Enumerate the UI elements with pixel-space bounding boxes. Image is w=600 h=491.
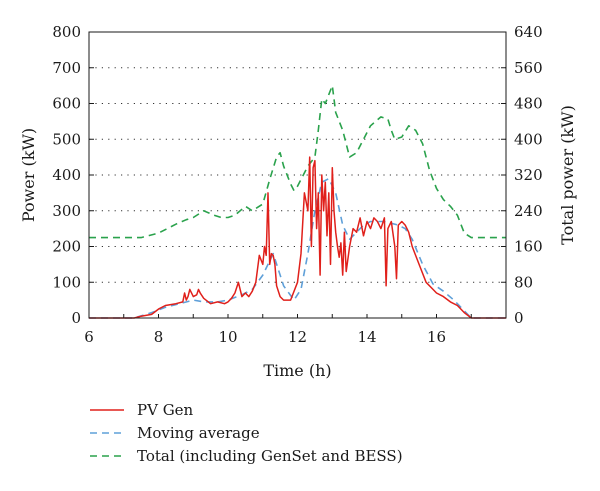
x-tick-label-2: 10 [218, 328, 237, 346]
y-tick-label-3: 300 [52, 202, 81, 220]
legend-label-0: PV Gen [137, 401, 194, 419]
legend-label-2: Total (including GenSet and BESS) [137, 447, 403, 465]
y2-tick-label-6: 480 [514, 95, 543, 113]
y-tick-label-5: 500 [52, 130, 81, 148]
x-tick-label-0: 6 [84, 328, 94, 346]
y-tick-label-4: 400 [52, 166, 81, 184]
y2-tick-label-3: 240 [514, 202, 543, 220]
y2-tick-label-8: 640 [514, 23, 543, 41]
series-line-2 [89, 84, 506, 239]
legend-label-1: Moving average [137, 424, 260, 442]
y2-tick-label-1: 80 [514, 273, 533, 291]
x-axis: 6 8 10 12 14 16 [84, 314, 507, 346]
y-tick-label-7: 700 [52, 59, 81, 77]
x-tick-label-1: 8 [154, 328, 164, 346]
y-tick-label-6: 600 [52, 95, 81, 113]
legend: PV Gen Moving average Total (including Gen… [90, 401, 403, 465]
x-axis-label: Time (h) [263, 361, 331, 380]
y-tick-label-8: 800 [52, 23, 81, 41]
x-tick-label-3: 12 [288, 328, 307, 346]
horizontal-gridlines [89, 67, 506, 283]
x-tick-label-4: 14 [357, 328, 376, 346]
y2-tick-label-5: 400 [514, 130, 543, 148]
plot-frame [88, 31, 507, 319]
series-layer [89, 84, 506, 319]
y-tick-label-2: 200 [52, 238, 81, 256]
y-axis-label: Power (kW) [19, 128, 38, 222]
y2-tick-label-2: 160 [514, 238, 543, 256]
y2-axis-label: Total power (kW) [558, 105, 577, 245]
y-tick-label-0: 0 [71, 309, 81, 327]
y-axis-right: 0 80 160 240 320 400 480 560 640 [501, 23, 543, 327]
y2-tick-label-4: 320 [514, 166, 543, 184]
y-tick-label-1: 100 [52, 273, 81, 291]
x-tick-label-5: 16 [427, 328, 446, 346]
y-axis-left: 0 100 200 300 400 500 600 700 800 [52, 23, 94, 327]
y2-tick-label-7: 560 [514, 59, 543, 77]
series-line-0 [89, 156, 506, 319]
y2-tick-label-0: 0 [514, 309, 524, 327]
